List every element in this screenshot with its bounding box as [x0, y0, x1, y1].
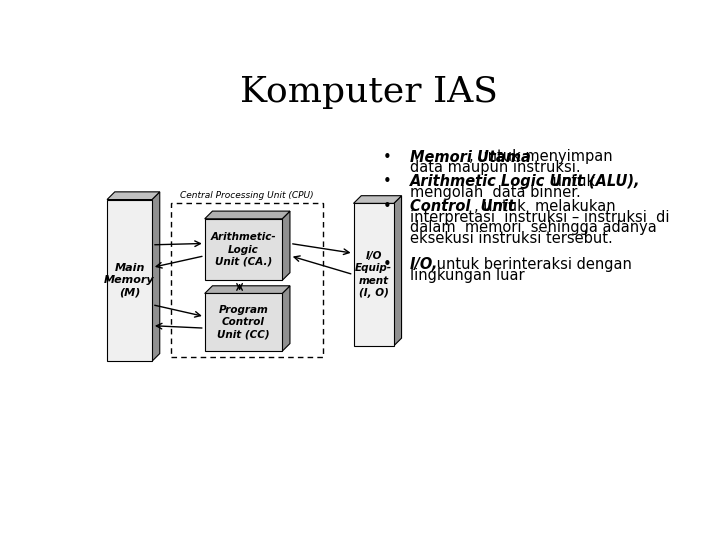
- Polygon shape: [282, 211, 290, 280]
- Text: •: •: [382, 257, 391, 272]
- Text: untuk berinteraksi dengan: untuk berinteraksi dengan: [432, 257, 631, 272]
- Text: I/O,: I/O,: [410, 257, 438, 272]
- Polygon shape: [394, 195, 402, 346]
- Text: Control  Unit: Control Unit: [410, 199, 515, 214]
- Text: , untuk  melakukan: , untuk melakukan: [474, 199, 616, 214]
- Text: Komputer IAS: Komputer IAS: [240, 75, 498, 109]
- Polygon shape: [204, 286, 290, 294]
- Text: Main
Memory
(M): Main Memory (M): [104, 263, 155, 298]
- Bar: [204, 219, 282, 280]
- Text: untuk: untuk: [548, 174, 595, 189]
- Text: , untuk menyimpan: , untuk menyimpan: [469, 150, 613, 165]
- Bar: [354, 204, 394, 346]
- Polygon shape: [107, 192, 160, 200]
- Text: interpretasi  instruksi – instruksi  di: interpretasi instruksi – instruksi di: [410, 210, 670, 225]
- Text: Memori Utama: Memori Utama: [410, 150, 531, 165]
- Polygon shape: [204, 211, 290, 219]
- Bar: [204, 294, 282, 351]
- Text: data maupun instruksi.: data maupun instruksi.: [410, 160, 581, 176]
- Text: Program
Control
Unit (CC): Program Control Unit (CC): [217, 305, 270, 340]
- Text: Arithmetic-
Logic
Unit (CA.): Arithmetic- Logic Unit (CA.): [211, 232, 276, 267]
- Text: •: •: [382, 199, 391, 214]
- Text: I/O
Equip-
ment
(I, O): I/O Equip- ment (I, O): [355, 251, 392, 298]
- Text: lingkungan luar: lingkungan luar: [410, 268, 525, 283]
- Text: •: •: [382, 150, 391, 165]
- Polygon shape: [152, 192, 160, 361]
- Text: mengolah  data binner.: mengolah data binner.: [410, 185, 581, 200]
- Polygon shape: [354, 195, 402, 204]
- Bar: [107, 200, 152, 361]
- Text: Arithmetic Logic Unit (ALU),: Arithmetic Logic Unit (ALU),: [410, 174, 641, 189]
- Text: eksekusi instruksi tersebut.: eksekusi instruksi tersebut.: [410, 231, 613, 246]
- Bar: [171, 204, 323, 357]
- Text: Central Processing Unit (CPU): Central Processing Unit (CPU): [180, 191, 314, 200]
- Text: dalam  memori  sehingga adanya: dalam memori sehingga adanya: [410, 220, 657, 235]
- Text: •: •: [382, 174, 391, 189]
- Polygon shape: [282, 286, 290, 351]
